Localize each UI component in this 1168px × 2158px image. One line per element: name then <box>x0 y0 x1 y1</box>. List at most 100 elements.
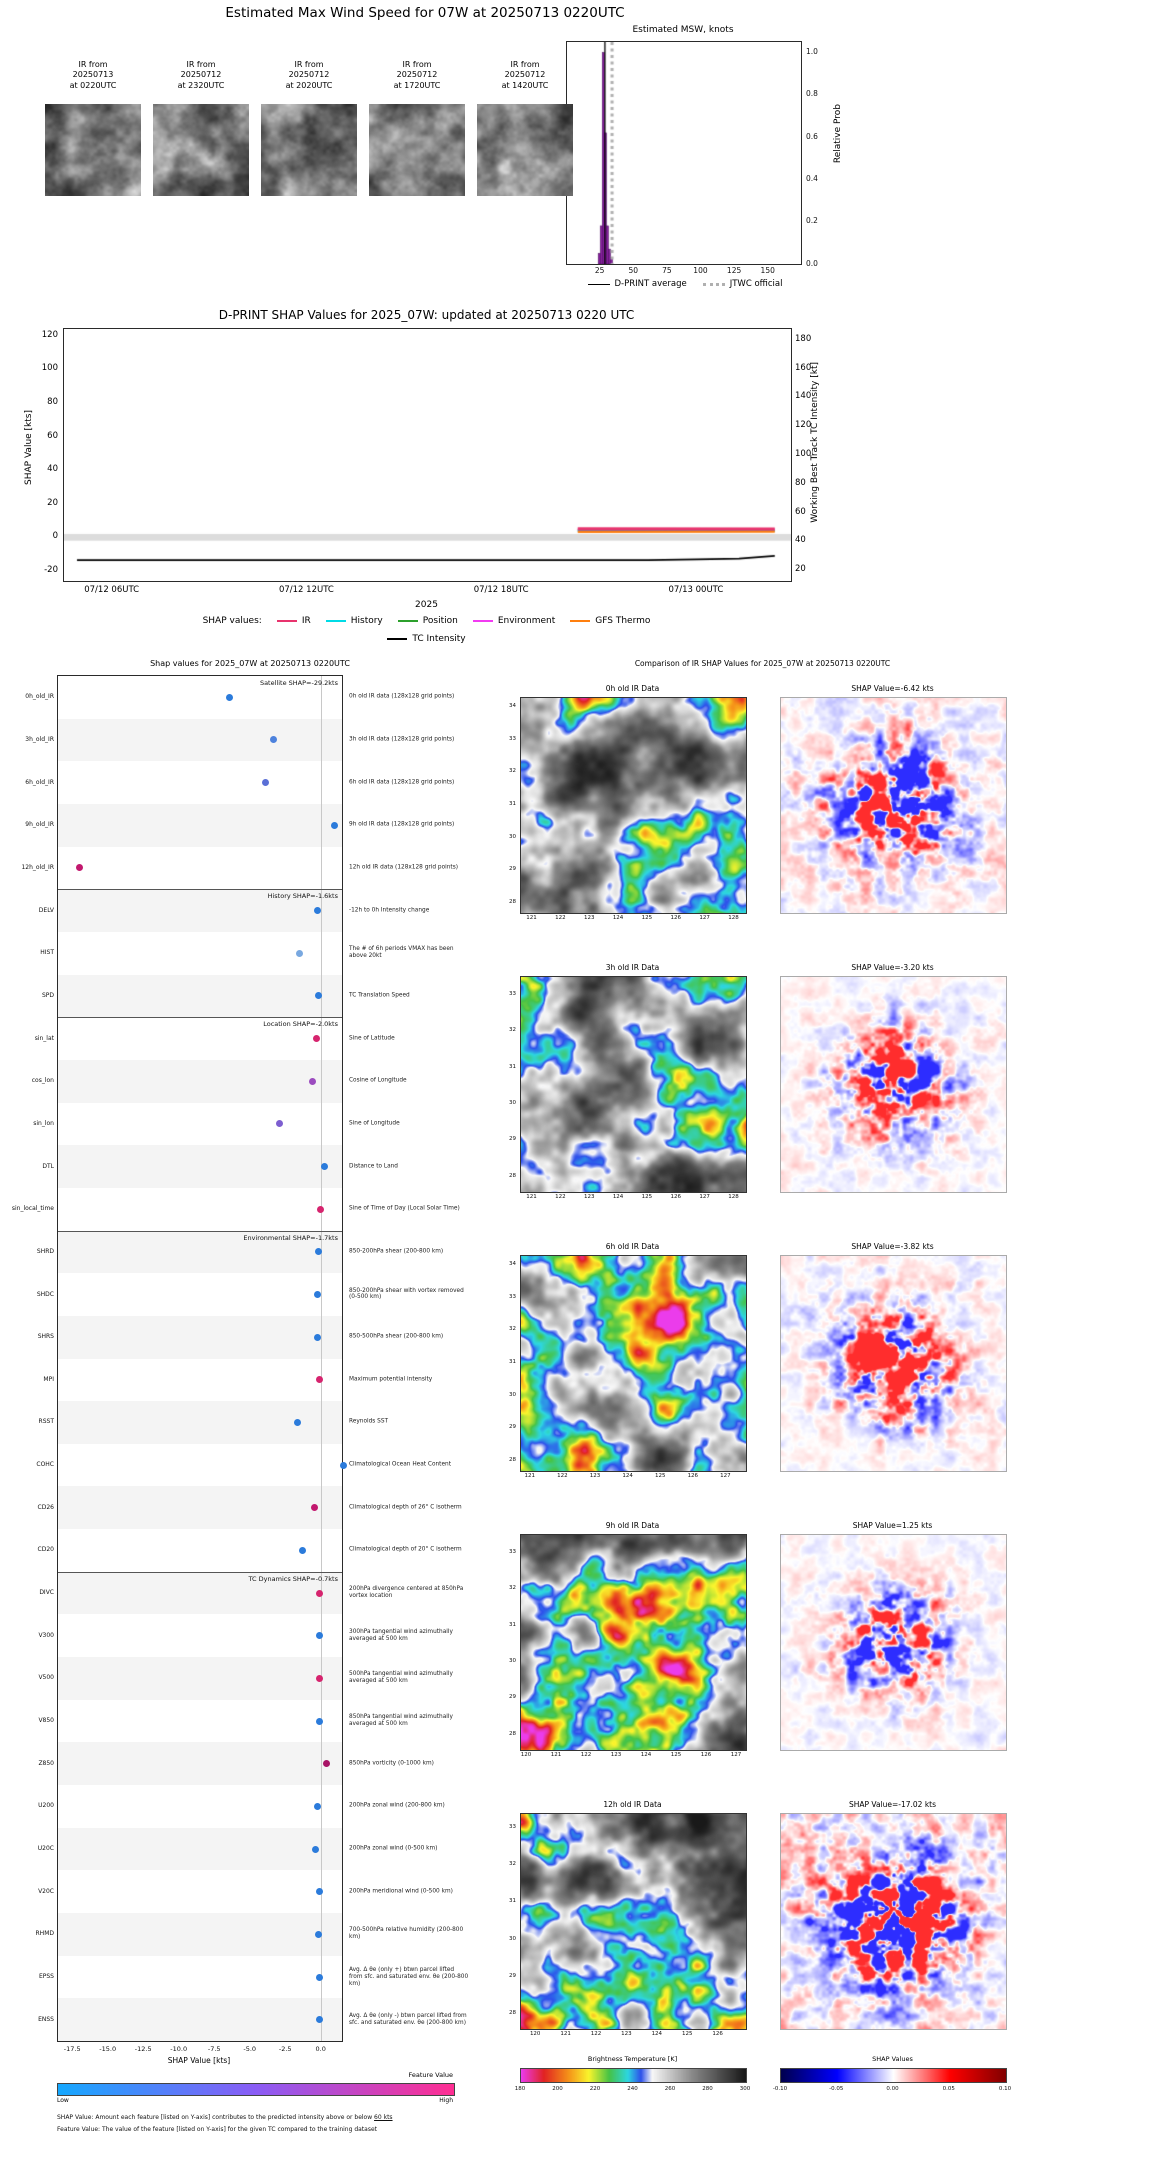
feature-label: RHMD <box>35 1930 54 1938</box>
solid-line-swatch <box>587 283 610 285</box>
feature-shap-dot <box>316 2016 324 2024</box>
ir-thumbnail-image <box>153 104 249 196</box>
legend-label: GFS Thermo <box>595 616 651 626</box>
feature-label: sin_local_time <box>11 1205 54 1213</box>
ir-map-title: 12h old IR Data <box>603 1800 662 1809</box>
footnote-threshold: 60 kts <box>374 2114 393 2121</box>
shap-values-colorbar <box>780 2068 1007 2083</box>
map-lon-tick: 125 <box>681 2031 693 2037</box>
dotplot-x-axis-label: SHAP Value [kts] <box>167 2056 231 2065</box>
footnote-shap-value: SHAP Value: Amount each feature [listed … <box>57 2114 497 2121</box>
histogram-y-tick: 0.4 <box>806 173 818 183</box>
ir-map-title: 6h old IR Data <box>605 1242 660 1251</box>
ir-thumbnail-image <box>45 104 141 196</box>
feature-label: sin_lon <box>33 1119 54 1127</box>
dotplot-row-stripe <box>58 1571 342 1615</box>
map-lat-tick: 28 <box>509 898 516 905</box>
feature-description: 850hPa vorticity (0-1000 km) <box>349 1760 434 1767</box>
feature-description: Sine of Longitude <box>349 1120 400 1127</box>
map-lon-tick: 127 <box>699 915 710 921</box>
brightness-temperature-colorbar-label: Brightness Temperature [K] <box>587 2055 678 2063</box>
feature-shap-dot <box>75 864 83 872</box>
feature-label: V500 <box>38 1674 54 1682</box>
histogram-x-tick: 50 <box>628 266 638 275</box>
map-lon-tick: 127 <box>699 1194 710 1200</box>
map-lon-tick: 123 <box>610 1752 622 1758</box>
feature-description: Maximum potential intensity <box>349 1376 433 1383</box>
section-header: Location SHAP=-2.0kts <box>263 1020 338 1029</box>
map-lat-tick: 32 <box>509 768 516 775</box>
feature-label: ENSS <box>38 2015 54 2023</box>
legend-label: Position <box>422 616 458 626</box>
section-header: Satellite SHAP=-29.2kts <box>259 679 338 687</box>
dotplot-row-stripe <box>58 889 342 932</box>
dotplot-row-stripe <box>58 974 342 1018</box>
feature-description: 9h old IR data (128x128 grid points) <box>349 821 455 828</box>
feature-label: HIST <box>40 949 54 957</box>
map-lat-tick: 31 <box>509 1621 516 1628</box>
feature-description: 200hPa zonal wind (0-500 km) <box>349 1845 438 1852</box>
map-lat-tick: 33 <box>509 990 516 997</box>
footnote-shap-value-text: SHAP Value: Amount each feature [listed … <box>57 2114 375 2121</box>
section-header: TC Dynamics SHAP=-0.7kts <box>248 1574 338 1583</box>
section-divider <box>58 1017 342 1019</box>
legend-label: TC Intensity <box>412 634 466 644</box>
feature-shap-dot <box>312 1845 320 1853</box>
timeline-legend-row-1: SHAP values: IR History Position Environmen… <box>63 616 790 626</box>
legend-swatch <box>387 637 408 641</box>
shap-map-image <box>780 1813 1007 2030</box>
feature-description: 12h old IR data (128x128 grid points) <box>349 864 458 871</box>
legend-item-environment: Environment <box>472 616 555 626</box>
timeline-x-axis-label: 2025 <box>415 600 438 610</box>
feature-description: Reynolds SST <box>349 1419 389 1426</box>
timeline-right-y-tick: 100 <box>795 449 812 459</box>
map-lat-tick: 34 <box>509 703 516 710</box>
dotplot-x-tick: -17.5 <box>63 2045 81 2053</box>
bt-colorbar-tick: 180 <box>514 2086 526 2092</box>
dotplot-row-stripe <box>58 1913 342 1956</box>
shap-map-title: SHAP Value=-3.82 kts <box>851 1242 934 1251</box>
ir-map-title: 3h old IR Data <box>605 963 660 972</box>
dotplot-row-stripe <box>58 1315 342 1359</box>
legend-swatch <box>397 619 418 623</box>
zero-gridline <box>320 676 322 2041</box>
histogram-x-tick: 125 <box>726 266 742 275</box>
feature-description: 300hPa tangential wind azimuthally avera… <box>349 1628 453 1642</box>
legend-label-jtwc-official: JTWC official <box>729 279 783 289</box>
histogram-legend: D-PRINT average JTWC official <box>530 279 840 289</box>
legend-swatch <box>570 619 591 623</box>
map-lon-tick: 123 <box>583 1194 595 1200</box>
bt-colorbar-tick: 260 <box>664 2086 676 2092</box>
feature-label: RSST <box>38 1418 54 1426</box>
map-lat-tick: 29 <box>509 1424 516 1431</box>
map-lat-tick: 30 <box>509 833 516 840</box>
histogram-y-tick: 0.6 <box>806 131 818 141</box>
dotplot-row-stripe <box>58 1998 342 2041</box>
feature-description: Climatological depth of 26° C isotherm <box>349 1504 462 1511</box>
map-lon-tick: 122 <box>555 1194 566 1200</box>
histogram-x-tick: 25 <box>594 266 605 275</box>
section-header: History SHAP=-1.6kts <box>267 892 338 901</box>
dotplot-x-tick: -5.0 <box>243 2045 257 2053</box>
timeline-right-y-tick: 80 <box>795 477 806 488</box>
ir-thumbnail-caption: IR from 20250712 at 1720UTC <box>393 60 441 90</box>
map-lon-tick: 128 <box>728 1194 739 1200</box>
map-lat-tick: 29 <box>509 1136 516 1143</box>
shap-timeline-plot <box>63 328 792 582</box>
map-lon-tick: 123 <box>621 2031 632 2037</box>
feature-description: Distance to Land <box>349 1163 398 1170</box>
map-lat-tick: 32 <box>509 1861 516 1868</box>
map-lat-tick: 33 <box>509 1548 516 1555</box>
feature-shap-dot <box>315 1973 323 1981</box>
feature-description: 850-200hPa shear with vortex removed (0-… <box>349 1287 464 1301</box>
dotplot-row-stripe <box>58 718 342 762</box>
feature-shap-dot <box>314 1291 322 1299</box>
map-lon-tick: 122 <box>580 1752 592 1758</box>
feature-description: Avg. Δ θe (only -) btwn parcel lifted fr… <box>349 2012 467 2026</box>
feature-shap-dot <box>314 1802 322 1810</box>
feature-description: The # of 6h periods VMAX has been above … <box>349 946 454 960</box>
feature-description: Sine of Latitude <box>349 1035 395 1042</box>
feature-description: 850-500hPa shear (200-800 km) <box>349 1333 444 1340</box>
bt-colorbar-tick: 220 <box>589 2086 601 2092</box>
